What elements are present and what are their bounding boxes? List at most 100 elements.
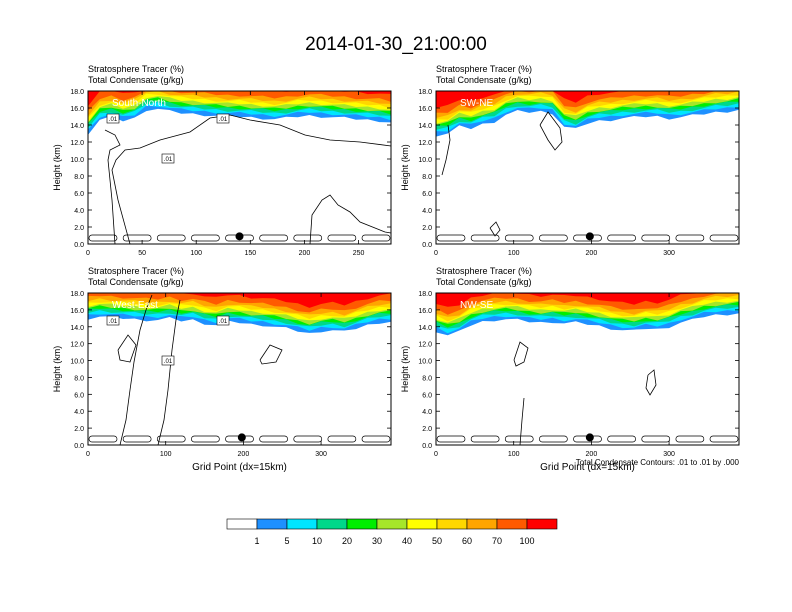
tracer-band-8: [88, 91, 391, 117]
surface-contour: [191, 234, 220, 242]
y-tick-label: 8.0: [74, 174, 84, 181]
colorbar-swatch: [346, 518, 378, 530]
x-axis-label: Grid Point (dx=15km): [540, 462, 635, 473]
surface-contour: [504, 234, 534, 242]
colorbar-swatch: [226, 518, 258, 530]
surface-contour: [122, 234, 152, 242]
surface-contour: [156, 234, 186, 242]
contour-label: .01: [109, 117, 118, 123]
y-tick-label: 14.0: [70, 123, 84, 130]
colorbar-swatch: [406, 518, 438, 530]
y-tick-label: 6.0: [74, 392, 84, 399]
location-marker: [235, 232, 244, 241]
y-tick-label: 0.0: [74, 242, 84, 249]
colorbar-label: 50: [432, 536, 442, 546]
x-tick-label: 0: [86, 250, 90, 257]
surface-contour: [641, 234, 671, 242]
plot-frame: [87, 90, 392, 245]
y-axis-label: Height (km): [52, 144, 62, 191]
contour-label-box: [106, 315, 120, 326]
y-tick-label: 8.0: [74, 375, 84, 382]
y-tick-label: 12.0: [418, 140, 432, 147]
contour-label-box: [216, 113, 230, 124]
tracer-band-9: [436, 91, 739, 113]
panel-subtitle-condensate: Total Condensate (g/kg): [88, 277, 184, 287]
y-tick-label: 0.0: [422, 242, 432, 249]
surface-contour: [675, 435, 705, 443]
condensate-contour: [117, 334, 137, 363]
surface-contour: [361, 435, 391, 443]
y-tick-label: 8.0: [422, 174, 432, 181]
condensate-contour: [104, 129, 121, 244]
plot-area: .01.01.01.01: [88, 91, 391, 244]
colorbar-label: 5: [284, 536, 289, 546]
x-tick-label: 0: [86, 451, 90, 458]
panel-subtitle-tracer: Stratosphere Tracer (%): [436, 266, 532, 276]
tracer-band-8: [436, 91, 739, 118]
plot-area: [436, 293, 739, 445]
contour-footnote: Total Condensate Contours: .01 to .01 by…: [576, 458, 740, 467]
y-tick-label: 16.0: [418, 308, 432, 315]
condensate-contour: [259, 344, 283, 365]
y-tick-label: 14.0: [418, 123, 432, 130]
y-tick-label: 0.0: [422, 443, 432, 450]
figure-title: 2014-01-30_21:00:00: [305, 34, 487, 55]
contour-label: .01: [219, 117, 228, 123]
condensate-contour: [513, 341, 529, 367]
plot-frame: [435, 90, 740, 245]
plot-area: [436, 91, 739, 244]
surface-contour: [709, 234, 739, 242]
x-tick-label: 300: [663, 250, 675, 257]
y-tick-label: 2.0: [74, 426, 84, 433]
y-tick-label: 6.0: [422, 191, 432, 198]
y-tick-label: 18.0: [70, 89, 84, 96]
y-tick-label: 6.0: [422, 392, 432, 399]
x-tick-label: 200: [299, 250, 311, 257]
y-tick-label: 16.0: [70, 308, 84, 315]
surface-contour: [293, 234, 323, 242]
colorbar-swatch: [526, 518, 558, 530]
surface-contour: [709, 435, 739, 443]
y-tick-label: 8.0: [422, 375, 432, 382]
surface-contour: [504, 435, 534, 443]
colorbar-label: 10: [312, 536, 322, 546]
panel-sw-ne: Stratosphere Tracer (%)Total Condensate …: [400, 64, 740, 257]
x-tick-label: 0: [434, 250, 438, 257]
condensate-contour: [489, 221, 501, 237]
location-marker: [237, 433, 246, 442]
tracer-band-10: [436, 91, 739, 108]
y-tick-label: 10.0: [70, 157, 84, 164]
location-marker: [585, 433, 594, 442]
contour-label: .01: [164, 157, 173, 163]
panel-subtitle-condensate: Total Condensate (g/kg): [436, 277, 532, 287]
condensate-contour: [119, 294, 153, 445]
contour-label-box: [216, 315, 230, 326]
y-tick-label: 16.0: [70, 106, 84, 113]
y-tick-label: 4.0: [422, 409, 432, 416]
x-tick-label: 100: [190, 250, 202, 257]
contour-label-box: [106, 113, 120, 124]
y-tick-label: 18.0: [418, 89, 432, 96]
panel-west-east: Stratosphere Tracer (%)Total Condensate …: [52, 266, 392, 473]
surface-contour: [436, 234, 466, 242]
y-tick-label: 18.0: [418, 291, 432, 298]
y-tick-label: 14.0: [70, 325, 84, 332]
surface-contour: [156, 435, 186, 443]
colorbar: 1 5 10 20 30 40 50 60 70 100: [226, 518, 558, 546]
x-tick-label: 200: [238, 451, 250, 458]
x-tick-label: 300: [663, 451, 675, 458]
x-tick-label: 100: [508, 451, 520, 458]
tracer-band-10: [88, 293, 391, 308]
panel-subtitle-tracer: Stratosphere Tracer (%): [436, 64, 532, 74]
panel-nw-se: Stratosphere Tracer (%)Total Condensate …: [400, 266, 740, 473]
colorbar-label: 70: [492, 536, 502, 546]
y-tick-label: 12.0: [70, 140, 84, 147]
condensate-contour: [539, 111, 563, 151]
y-tick-label: 12.0: [418, 342, 432, 349]
colorbar-label: 40: [402, 536, 412, 546]
surface-contour: [88, 234, 118, 242]
panel-label: West-East: [112, 300, 158, 311]
x-tick-label: 150: [244, 250, 256, 257]
y-tick-label: 2.0: [422, 225, 432, 232]
